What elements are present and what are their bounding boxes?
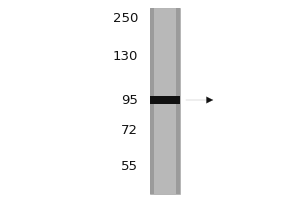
Bar xyxy=(176,8,180,194)
Text: 130: 130 xyxy=(112,49,138,62)
Bar xyxy=(150,8,180,194)
Bar xyxy=(150,8,154,194)
Text: 250: 250 xyxy=(112,11,138,24)
Text: 55: 55 xyxy=(121,160,138,172)
Text: 72: 72 xyxy=(121,123,138,136)
Bar xyxy=(150,96,180,104)
Text: 95: 95 xyxy=(121,94,138,106)
